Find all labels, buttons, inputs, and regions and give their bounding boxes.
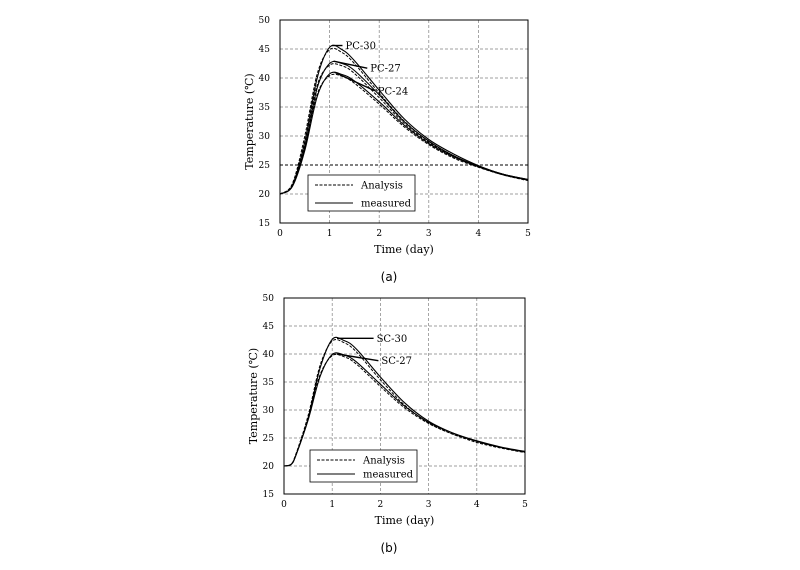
y-tick-label: 30: [263, 406, 275, 416]
x-tick-label: 4: [476, 229, 482, 239]
caption-a: (a): [381, 270, 398, 284]
y-axis-title: Temperature (℃): [243, 73, 256, 169]
annotation-label: PC-30: [345, 41, 375, 52]
y-tick-label: 20: [259, 190, 271, 200]
x-tick-label: 1: [329, 500, 335, 510]
series-line-pc-27-dashed: [279, 63, 529, 195]
y-tick-label: 25: [259, 161, 271, 171]
legend-label: Analysis: [362, 456, 405, 467]
series-line-pc-27-solid: [279, 60, 529, 195]
y-tick-label: 40: [259, 74, 271, 84]
y-axis-title: Temperature (℃): [247, 348, 260, 444]
x-axis-title: Time (day): [375, 514, 435, 527]
x-tick-label: 4: [474, 500, 480, 510]
annotation-leader: [336, 353, 379, 362]
legend-box: [309, 449, 418, 483]
x-tick-label: 5: [522, 500, 528, 510]
plot-frame: [283, 297, 526, 495]
x-tick-label: 2: [378, 500, 384, 510]
y-tick-label: 50: [263, 294, 275, 304]
legend-box: [307, 174, 416, 212]
x-tick-label: 3: [426, 500, 432, 510]
y-tick-label: 40: [263, 350, 275, 360]
y-tick-label: 45: [259, 45, 271, 55]
annotation-leader: [333, 60, 368, 69]
x-axis-title: Time (day): [374, 243, 434, 256]
y-tick-label: 15: [263, 490, 275, 500]
y-tick-label: 45: [263, 322, 275, 332]
x-tick-label: 2: [376, 229, 382, 239]
y-tick-label: 15: [259, 219, 271, 229]
series-line-pc-30-solid: [279, 44, 529, 195]
x-tick-label: 1: [327, 229, 333, 239]
series-line-sc-27-solid: [283, 352, 526, 467]
x-tick-label: 0: [277, 229, 283, 239]
caption-b: (b): [381, 541, 398, 555]
plot-frame: [279, 19, 529, 224]
y-tick-label: 35: [263, 378, 275, 388]
x-tick-label: 5: [525, 229, 531, 239]
legend-label: measured: [363, 470, 414, 481]
series-line-pc-24-solid: [279, 71, 529, 195]
legend-label: Analysis: [360, 181, 403, 192]
annotation-label: PC-27: [370, 64, 400, 75]
legend-label: measured: [361, 199, 412, 210]
y-tick-label: 35: [259, 103, 271, 113]
y-tick-label: 50: [259, 16, 271, 26]
annotation-label: SC-30: [377, 334, 408, 345]
x-tick-label: 0: [281, 500, 287, 510]
y-tick-label: 30: [259, 132, 271, 142]
x-tick-label: 3: [426, 229, 432, 239]
annotation-leader: [334, 71, 376, 92]
y-tick-label: 20: [263, 462, 275, 472]
series-line-sc-27-dashed: [283, 353, 526, 467]
y-tick-label: 25: [263, 434, 275, 444]
annotation-label: PC-24: [378, 86, 408, 97]
annotation-label: SC-27: [381, 356, 412, 367]
